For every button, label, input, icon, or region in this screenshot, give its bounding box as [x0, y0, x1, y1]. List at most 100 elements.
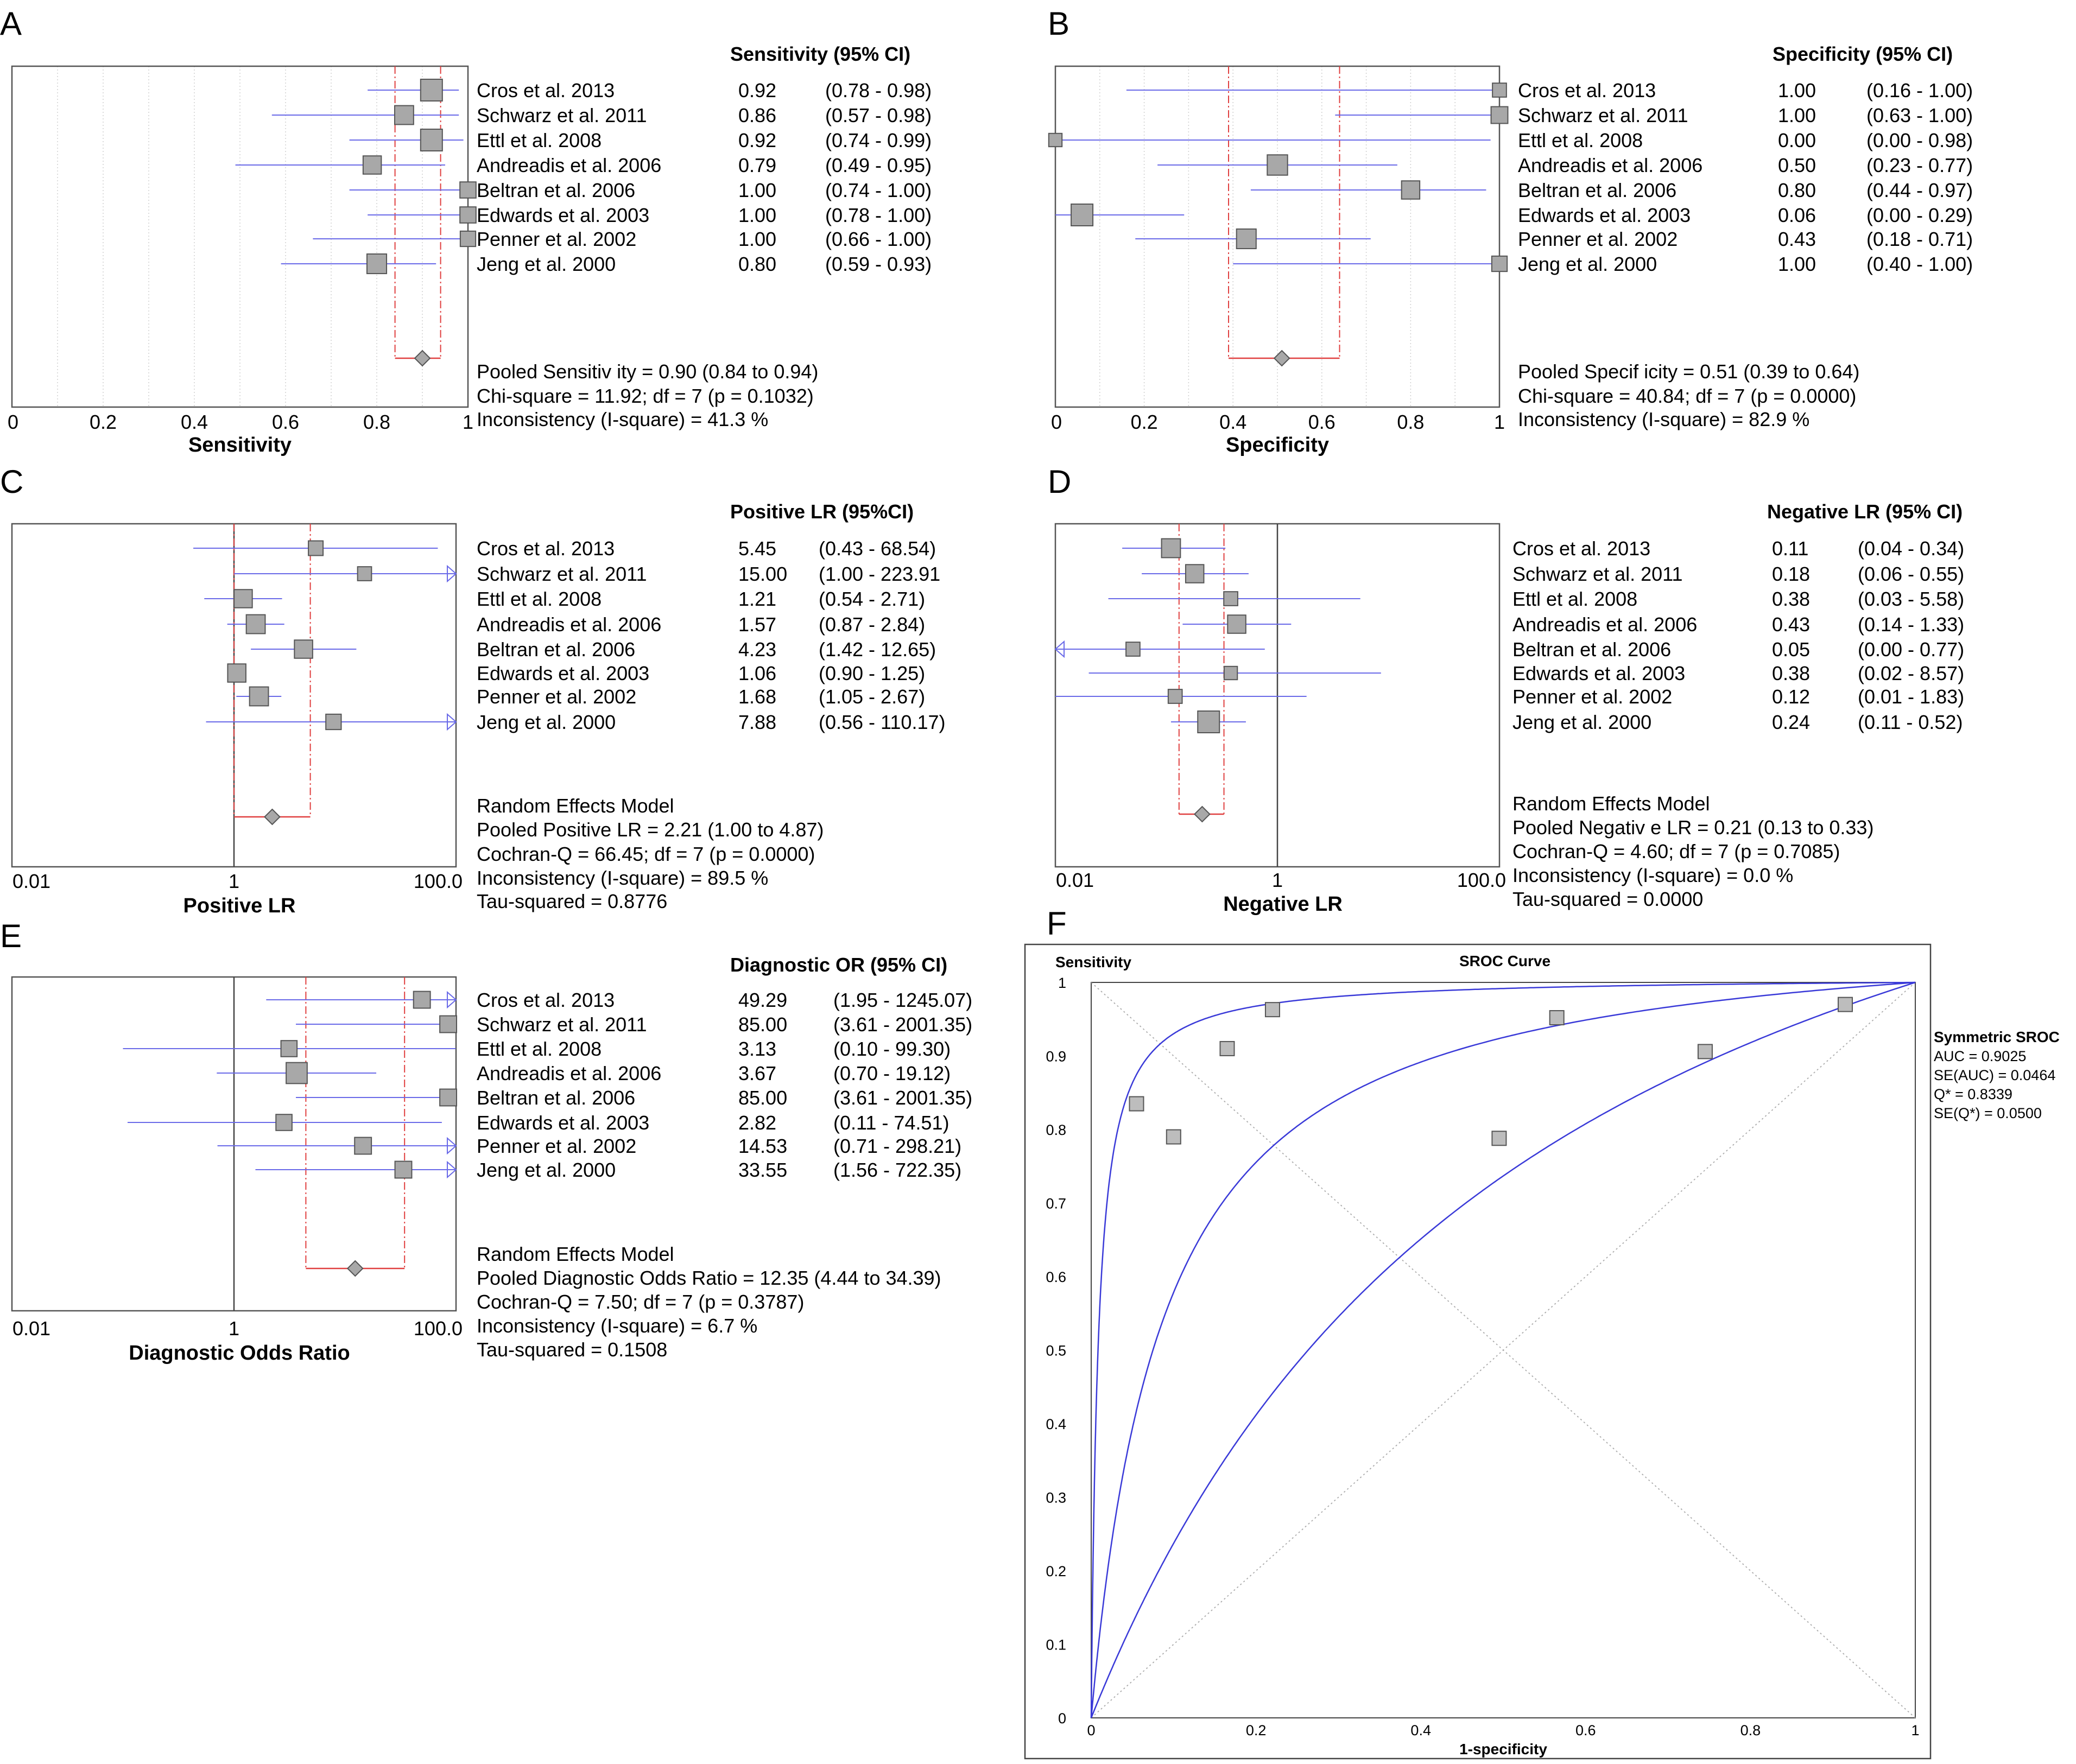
axis-tick-label: 0.6 [1308, 411, 1336, 433]
pooled-estimate-diamond [1193, 805, 1211, 823]
study-ci: (0.63 - 1.00) [1866, 104, 1973, 126]
axis-tick-label: 0.6 [272, 411, 299, 433]
study-point [1697, 1044, 1713, 1059]
study-name: Edwards et al. 2003 [477, 204, 649, 226]
panel-b: B Cros et al. 2013 1.00 (0.16 - 1.00) Schwar… [1048, 5, 1973, 456]
study-name: Cros et al. 2013 [1512, 537, 1650, 560]
study-estimate: 5.45 [738, 537, 776, 560]
study-name: Andreadis et al. 2006 [477, 154, 661, 176]
y-tick-label: 0.3 [1046, 1490, 1066, 1506]
y-tick-label: 0.4 [1046, 1416, 1066, 1432]
study-ci: (0.54 - 2.71) [819, 588, 925, 610]
study-ci: (0.00 - 0.77) [1858, 638, 1964, 661]
study-name: Edwards et al. 2003 [1512, 662, 1685, 684]
study-name: Ettl et al. 2008 [477, 129, 602, 151]
study-ci: (3.61 - 2001.35) [833, 1087, 972, 1109]
study-name: Cros et al. 2013 [1518, 79, 1656, 101]
study-name: Jeng et al. 2000 [477, 1159, 616, 1181]
study-estimate: 2.82 [738, 1112, 776, 1134]
study-marker [394, 105, 414, 125]
ci-truncation-arrow-right [447, 1137, 457, 1155]
axis-tick-label: 0.01 [1056, 869, 1094, 891]
study-marker [362, 155, 382, 175]
study-marker [1125, 642, 1141, 657]
study-marker [420, 129, 443, 151]
study-estimate: 0.11 [1772, 537, 1808, 560]
summary-line: Pooled Negativ e LR = 0.21 (0.13 to 0.33… [1512, 816, 1874, 839]
sroc-curve [1090, 981, 1916, 1718]
axis-tick-label: 1 [1272, 869, 1283, 891]
pooled-estimate-diamond [346, 1260, 364, 1277]
x-tick-label: 0 [1087, 1722, 1095, 1738]
study-ci: (0.14 - 1.33) [1858, 613, 1964, 636]
study-name: Ettl et al. 2008 [477, 588, 602, 610]
x-axis-label: Specificity [1226, 434, 1329, 456]
study-marker [413, 991, 431, 1009]
study-marker [1197, 710, 1220, 733]
study-marker [459, 181, 477, 199]
study-ci: (0.10 - 99.30) [833, 1038, 951, 1060]
axis-tick-label: 0.01 [12, 870, 50, 892]
chart-title: SROC Curve [1459, 953, 1550, 969]
study-marker [459, 206, 477, 224]
study-ci: (1.95 - 1245.07) [833, 989, 972, 1011]
study-ci: (0.23 - 0.77) [1866, 154, 1973, 176]
study-estimate: 0.80 [1778, 179, 1816, 201]
study-marker [280, 1040, 298, 1057]
study-name: Schwarz et al. 2011 [477, 104, 647, 126]
summary-line: Pooled Diagnostic Odds Ratio = 12.35 (4.… [477, 1267, 941, 1289]
study-marker [439, 1088, 458, 1107]
study-estimate: 0.86 [738, 104, 776, 126]
y-tick-label: 0 [1058, 1710, 1066, 1727]
axis-tick-label: 0 [8, 411, 18, 433]
summary-line: Inconsistency (I-square) = 82.9 % [1518, 408, 1809, 430]
panel-e: E Cros et al. 2013 49.29 (1.95 - 1245.07) Sc… [0, 918, 972, 1365]
study-ci: (0.66 - 1.00) [825, 228, 932, 250]
legend-title: Symmetric SROC [1934, 1029, 2060, 1045]
axis-tick-label: 0.4 [1219, 411, 1246, 433]
axis-tick-label: 0.8 [1397, 411, 1424, 433]
plot-frame [1054, 65, 1501, 408]
study-estimate: 0.43 [1778, 228, 1816, 250]
study-marker [227, 663, 246, 683]
study-estimate: 49.29 [738, 989, 787, 1011]
panel-letter: D [1048, 464, 1071, 500]
ci-truncation-arrow-right [447, 1160, 457, 1179]
x-axis-label: Negative LR [1223, 893, 1343, 916]
study-ci: (0.74 - 0.99) [825, 129, 932, 151]
study-estimate: 0.92 [738, 129, 776, 151]
study-marker [1490, 106, 1509, 124]
panel-c: C Cros et al. 2013 5.45 (0.43 - 68.54) Schwa… [0, 464, 945, 917]
study-marker [394, 1160, 413, 1179]
ci-truncation-arrow-right [447, 564, 457, 583]
axis-tick-label: 0.2 [90, 411, 117, 433]
study-point [1264, 1002, 1280, 1018]
study-estimate: 14.53 [738, 1135, 787, 1157]
study-name: Jeng et al. 2000 [1518, 253, 1657, 275]
study-estimate: 0.12 [1772, 686, 1810, 708]
study-point [1837, 997, 1853, 1012]
summary-line: Inconsistency (I-square) = 0.0 % [1512, 864, 1793, 886]
study-estimate: 15.00 [738, 563, 787, 585]
study-marker [1223, 665, 1238, 681]
summary-line: Random Effects Model [1512, 792, 1710, 815]
study-marker [366, 253, 388, 275]
summary-line: Tau-squared = 0.8776 [477, 890, 667, 912]
study-name: Beltran et al. 2006 [1518, 179, 1676, 201]
legend-stat: SE(AUC) = 0.0464 [1934, 1067, 2055, 1083]
study-name: Penner et al. 2002 [477, 1135, 636, 1157]
x-axis-label: Diagnostic Odds Ratio [129, 1342, 350, 1365]
study-ci: (0.00 - 0.98) [1866, 129, 1973, 151]
study-estimate: 0.92 [738, 79, 776, 101]
study-ci: (0.02 - 8.57) [1858, 662, 1964, 684]
study-marker [1491, 255, 1508, 272]
summary-line: Inconsistency (I-square) = 6.7 % [477, 1315, 757, 1337]
study-estimate: 1.21 [738, 588, 776, 610]
study-ci: (0.78 - 1.00) [825, 204, 932, 226]
study-name: Ettl et al. 2008 [1512, 588, 1637, 610]
study-point [1166, 1129, 1181, 1145]
study-name: Penner et al. 2002 [1512, 686, 1672, 708]
study-marker [308, 540, 324, 556]
summary-line: Tau-squared = 0.1508 [477, 1338, 667, 1361]
